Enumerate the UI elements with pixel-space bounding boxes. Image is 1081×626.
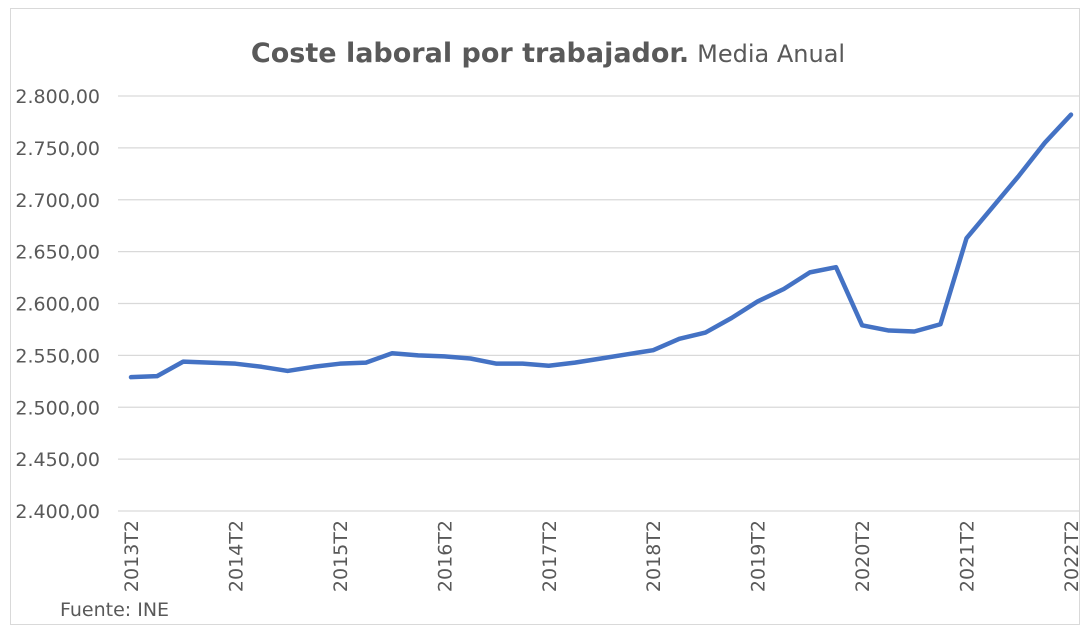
x-tick-label: 2015T2 bbox=[330, 520, 352, 592]
x-tick-label: 2016T2 bbox=[434, 520, 456, 592]
y-tick-label: 2.550,00 bbox=[15, 345, 100, 367]
chart-subtitle: Media Anual bbox=[697, 40, 845, 68]
y-tick-label: 2.800,00 bbox=[15, 86, 100, 108]
x-tick-label: 2019T2 bbox=[748, 520, 770, 592]
y-tick-label: 2.700,00 bbox=[15, 190, 100, 212]
x-tick-label: 2021T2 bbox=[957, 520, 979, 592]
y-tick-label: 2.600,00 bbox=[15, 294, 100, 316]
x-tick-label: 2018T2 bbox=[643, 520, 665, 592]
chart-title: Coste laboral por trabajador. bbox=[251, 38, 689, 69]
chart-title-group: Coste laboral por trabajador. Media Anual bbox=[251, 38, 845, 69]
series-line bbox=[128, 112, 1074, 380]
x-tick-label: 2020T2 bbox=[852, 520, 874, 592]
y-tick-label: 2.750,00 bbox=[15, 138, 100, 160]
chart-border bbox=[10, 8, 1080, 625]
y-tick-label: 2.500,00 bbox=[15, 397, 100, 419]
y-tick-label: 2.450,00 bbox=[15, 449, 100, 471]
x-tick-label: 2022T2 bbox=[1061, 520, 1081, 592]
x-tick-label: 2013T2 bbox=[121, 520, 143, 592]
y-tick-label: 2.400,00 bbox=[15, 501, 100, 523]
source: Fuente: INE bbox=[60, 599, 169, 621]
y-tick-label: 2.650,00 bbox=[15, 242, 100, 264]
x-tick-label: 2017T2 bbox=[539, 520, 561, 592]
x-tick-label: 2014T2 bbox=[225, 520, 247, 592]
